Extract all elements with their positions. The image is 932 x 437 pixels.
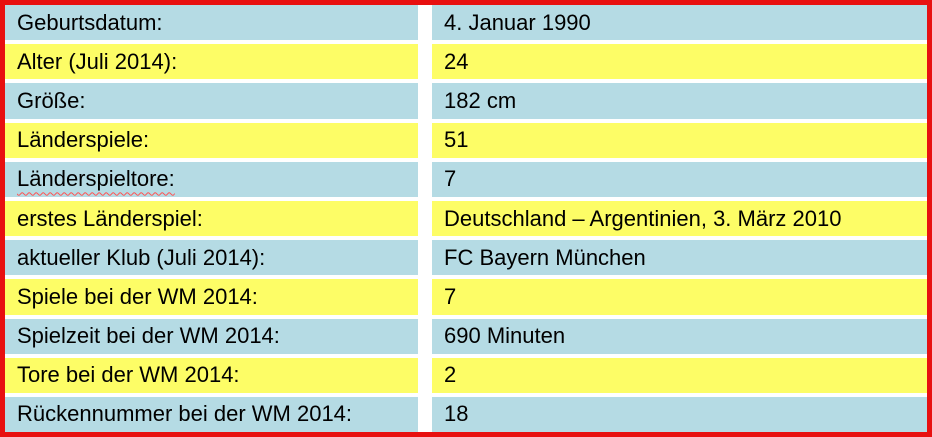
table-row: Spielzeit bei der WM 2014: 690 Minuten [5, 318, 927, 354]
table-row: Länderspiele: 51 [5, 122, 927, 158]
table-row: Länderspieltore: 7 [5, 161, 927, 197]
table-row: Spiele bei der WM 2014: 7 [5, 279, 927, 315]
table-row: Alter (Juli 2014): 24 [5, 44, 927, 80]
row-label: Größe: [5, 83, 418, 119]
table-row: aktueller Klub (Juli 2014): FC Bayern Mü… [5, 240, 927, 276]
row-label: Spielzeit bei der WM 2014: [5, 318, 418, 354]
row-label: erstes Länderspiel: [5, 200, 418, 237]
row-label: Tore bei der WM 2014: [5, 357, 418, 393]
row-value: 2 [432, 357, 927, 393]
row-label: aktueller Klub (Juli 2014): [5, 240, 418, 276]
table-row: Geburtsdatum: 4. Januar 1990 [5, 5, 927, 41]
row-value: 7 [432, 279, 927, 315]
row-value: 690 Minuten [432, 318, 927, 354]
row-label: Länderspieltore: [5, 161, 418, 197]
table-row: Rückennummer bei der WM 2014: 18 [5, 396, 927, 433]
row-value: FC Bayern München [432, 240, 927, 276]
row-label: Rückennummer bei der WM 2014: [5, 396, 418, 433]
row-value: Deutschland – Argentinien, 3. März 2010 [432, 200, 927, 237]
row-label: Alter (Juli 2014): [5, 44, 418, 80]
table-row: Tore bei der WM 2014: 2 [5, 357, 927, 393]
row-label: Spiele bei der WM 2014: [5, 279, 418, 315]
row-label: Geburtsdatum: [5, 5, 418, 41]
row-value: 4. Januar 1990 [432, 5, 927, 41]
row-label: Länderspiele: [5, 122, 418, 158]
row-value: 182 cm [432, 83, 927, 119]
table-row: erstes Länderspiel: Deutschland – Argent… [5, 200, 927, 237]
table-row: Größe: 182 cm [5, 83, 927, 119]
row-value: 51 [432, 122, 927, 158]
row-value: 18 [432, 396, 927, 433]
row-value: 7 [432, 161, 927, 197]
row-value: 24 [432, 44, 927, 80]
